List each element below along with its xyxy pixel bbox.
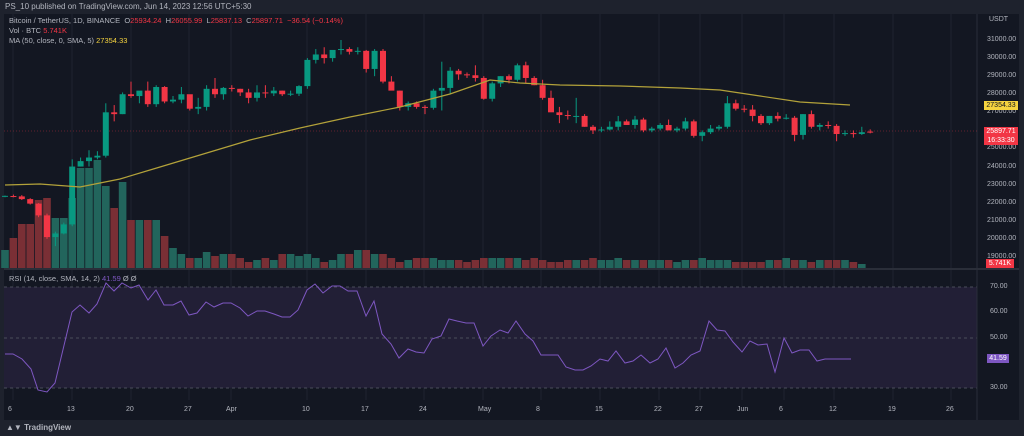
price-tick: 30000.00 bbox=[987, 54, 1017, 62]
time-tick: 10 bbox=[302, 406, 310, 413]
price-tick: 22000.00 bbox=[987, 198, 1017, 206]
time-tick: 24 bbox=[419, 406, 427, 413]
price-tick: 24000.00 bbox=[987, 162, 1017, 170]
symbol-name[interactable]: Bitcoin / TetherUS, 1D, BINANCE bbox=[9, 16, 121, 25]
time-tick: 6 bbox=[779, 406, 783, 413]
rsi-tick: 30.00 bbox=[990, 384, 1008, 391]
high-value: 26055.99 bbox=[171, 16, 203, 25]
time-tick: 15 bbox=[595, 406, 603, 413]
price-tick: 28000.00 bbox=[987, 90, 1017, 98]
price-tick: 23000.00 bbox=[987, 180, 1017, 188]
rsi-tick: 70.00 bbox=[990, 283, 1008, 290]
last-price-tag: 25897.71 bbox=[984, 127, 1018, 136]
time-tick: 22 bbox=[654, 406, 662, 413]
change-value: −36.54 (−0.14%) bbox=[287, 16, 343, 25]
volume-legend[interactable]: Vol · BTC 5.741K bbox=[9, 26, 67, 35]
price-tick: 27000.00 bbox=[987, 108, 1017, 116]
published-text: PS_10 published on TradingView.com, Jun … bbox=[5, 2, 252, 11]
time-tick: 27 bbox=[184, 406, 192, 413]
price-tick: 25000.00 bbox=[987, 144, 1017, 152]
footer: ▲▼ TradingView bbox=[0, 420, 1024, 436]
ma-price-tag: 27354.33 bbox=[984, 101, 1018, 110]
rsi-tick: 50.00 bbox=[990, 334, 1008, 341]
ma-value: 27354.33 bbox=[96, 36, 128, 45]
time-tick: 27 bbox=[695, 406, 703, 413]
volume-tag: 5.741K bbox=[986, 259, 1014, 268]
rsi-legend[interactable]: RSI (14, close, SMA, 14, 2) 41.59 Ø Ø bbox=[9, 274, 137, 283]
countdown-tag: 16:33:30 bbox=[984, 136, 1018, 145]
price-tick: 21000.00 bbox=[987, 216, 1017, 224]
time-tick: 20 bbox=[126, 406, 134, 413]
price-tick: 29000.00 bbox=[987, 72, 1017, 80]
time-tick: May bbox=[478, 406, 492, 413]
time-tick: 17 bbox=[361, 406, 369, 413]
open-value: 25934.24 bbox=[130, 16, 162, 25]
tradingview-logo[interactable]: ▲▼ TradingView bbox=[6, 423, 72, 432]
price-tick: 19000.00 bbox=[987, 252, 1017, 260]
symbol-legend: Bitcoin / TetherUS, 1D, BINANCE O25934.2… bbox=[9, 16, 343, 25]
time-tick: 6 bbox=[8, 406, 12, 413]
tv-logo-icon: ▲▼ bbox=[6, 423, 22, 432]
price-tick: 31000.00 bbox=[987, 36, 1017, 43]
currency-label[interactable]: USDT bbox=[989, 16, 1009, 23]
ma-legend[interactable]: MA (50, close, 0, SMA, 5) 27354.33 bbox=[9, 36, 128, 45]
rsi-tick: 60.00 bbox=[990, 308, 1008, 315]
low-value: 25837.13 bbox=[210, 16, 242, 25]
time-tick: 19 bbox=[888, 406, 896, 413]
volume-value: 5.741K bbox=[43, 26, 67, 35]
time-tick: Jun bbox=[737, 406, 749, 413]
close-value: 25897.71 bbox=[251, 16, 283, 25]
time-tick: 26 bbox=[946, 406, 954, 413]
time-tick: Apr bbox=[226, 406, 237, 413]
rsi-tag: 41.59 bbox=[987, 354, 1009, 363]
rsi-value: 41.59 bbox=[101, 274, 121, 283]
time-tick: 12 bbox=[829, 406, 837, 413]
price-tick: 20000.00 bbox=[987, 234, 1017, 242]
publish-header: PS_10 published on TradingView.com, Jun … bbox=[0, 0, 1024, 14]
time-tick: 13 bbox=[67, 406, 75, 413]
time-tick: 8 bbox=[536, 406, 540, 413]
